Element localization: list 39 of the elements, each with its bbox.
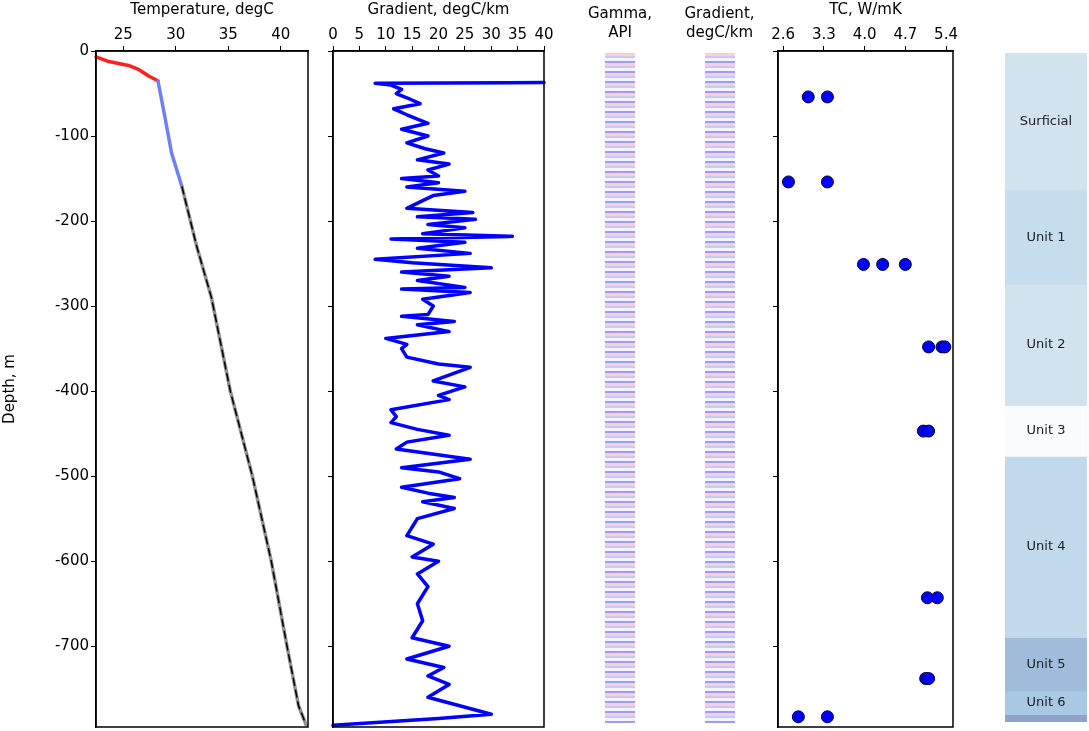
x-axis-title: TC, W/mK <box>828 0 903 18</box>
x-tick-label: 4.0 <box>852 24 877 43</box>
x-tick-label: 5 <box>354 24 365 43</box>
y-tick-label: 0 <box>79 40 89 59</box>
x-tick-label: 15 <box>402 24 422 43</box>
x-tick-label: 25 <box>455 24 475 43</box>
y-tick-label: -100 <box>54 125 89 144</box>
text: Gamma, API <box>587 4 653 42</box>
x-tick-label: 10 <box>376 24 396 43</box>
series-label: Unit 5 <box>1026 655 1066 671</box>
y-axis-title: Depth, m <box>0 354 18 424</box>
series-label: Unit 4 <box>1026 538 1066 554</box>
series-label: Unit 6 <box>1026 694 1066 710</box>
y-tick-label: -400 <box>54 381 89 400</box>
x-tick-label: 40 <box>271 24 291 43</box>
y-tick-label: -200 <box>54 210 89 229</box>
x-tick-label: 4.7 <box>893 24 918 43</box>
text: Gradient, degC/km <box>683 4 756 42</box>
x-tick-label: 30 <box>481 24 501 43</box>
x-tick-label: 20 <box>428 24 449 43</box>
y-tick-label: -300 <box>54 295 89 314</box>
x-tick-label: 30 <box>166 24 186 43</box>
y-tick-label: -700 <box>54 636 89 655</box>
x-tick-label: 0 <box>328 24 338 43</box>
y-tick-label: -500 <box>54 466 89 485</box>
x-axis-title: Temperature, degC <box>129 0 274 18</box>
x-tick-label: 3.3 <box>812 24 836 43</box>
x-tick-label: 40 <box>534 24 554 43</box>
x-tick-label: 2.6 <box>771 24 796 43</box>
x-tick-label: 25 <box>113 24 133 43</box>
series-label: Unit 3 <box>1026 422 1066 438</box>
x-tick-label: 35 <box>508 24 528 43</box>
series-label: Surficial <box>1019 112 1073 128</box>
series-label: Unit 1 <box>1026 228 1066 244</box>
x-tick-label: 35 <box>218 24 238 43</box>
x-axis-title: Gradient, degC/km <box>367 0 510 18</box>
series-label: Unit 2 <box>1026 336 1066 352</box>
x-tick-label: 5.4 <box>934 24 958 43</box>
y-tick-label: -600 <box>54 551 89 570</box>
